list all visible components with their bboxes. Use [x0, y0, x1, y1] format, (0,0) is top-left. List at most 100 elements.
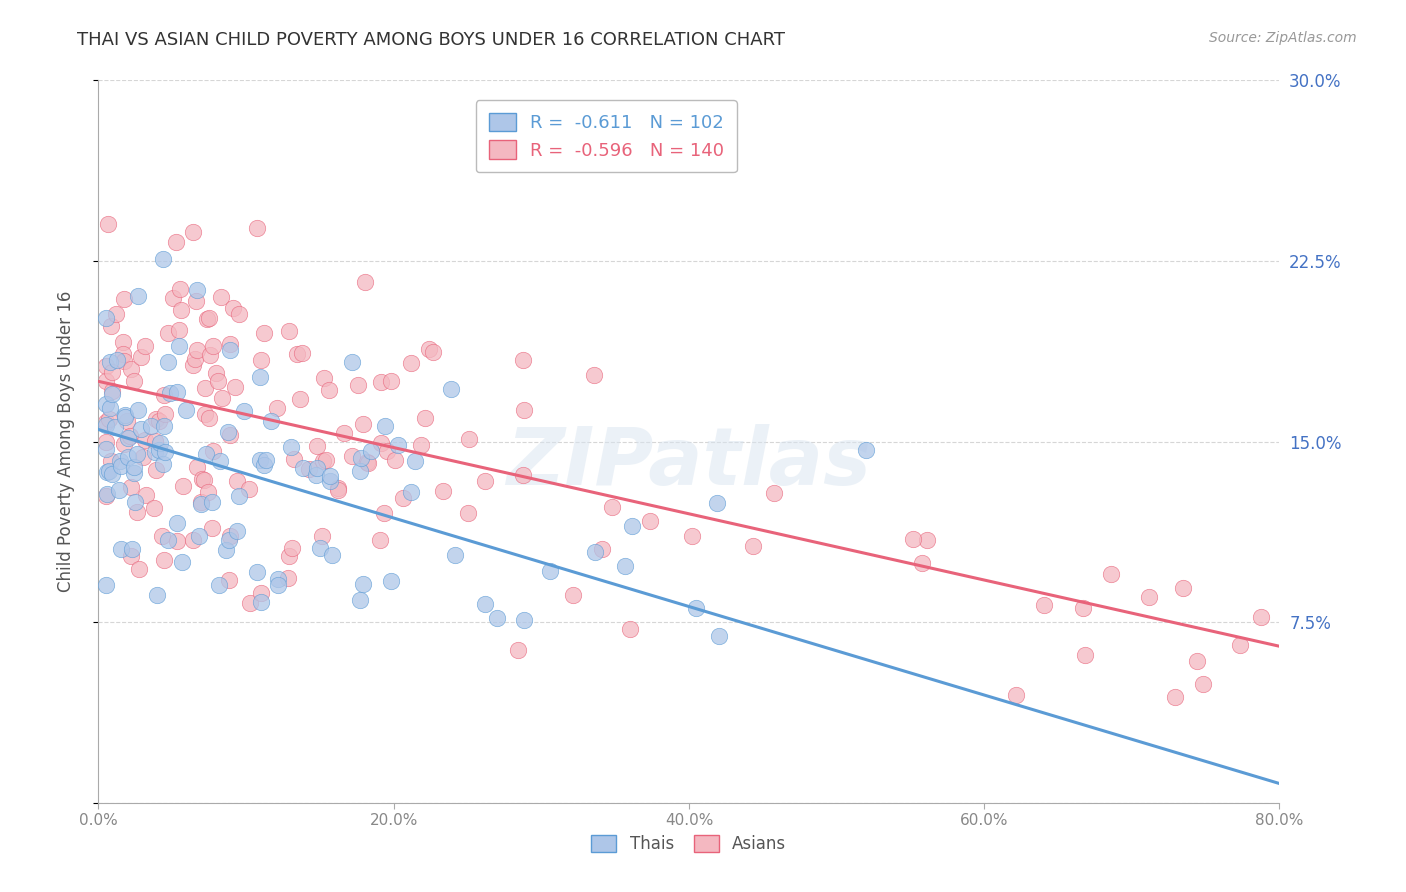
Point	[266, 572, 288, 586]
Point	[474, 474, 496, 488]
Point	[249, 585, 271, 599]
Point	[94, 397, 117, 411]
Point	[277, 571, 299, 585]
Point	[288, 392, 311, 407]
Point	[224, 380, 246, 394]
Point	[100, 454, 122, 468]
Point	[1137, 591, 1160, 605]
Point	[706, 496, 728, 510]
Point	[186, 283, 208, 297]
Point	[184, 352, 207, 367]
Point	[193, 473, 215, 487]
Point	[307, 439, 329, 453]
Point	[152, 252, 174, 266]
Point	[763, 486, 786, 500]
Point	[101, 387, 124, 401]
Point	[513, 402, 536, 417]
Point	[346, 378, 368, 392]
Point	[619, 622, 641, 636]
Point	[254, 452, 277, 467]
Point	[356, 455, 378, 469]
Point	[506, 642, 529, 657]
Point	[486, 611, 509, 625]
Point	[174, 403, 197, 417]
Point	[291, 461, 314, 475]
Point	[283, 451, 305, 466]
Point	[1074, 648, 1097, 662]
Point	[190, 497, 212, 511]
Point	[458, 432, 481, 446]
Point	[910, 557, 932, 571]
Point	[101, 384, 124, 399]
Point	[321, 548, 343, 562]
Point	[312, 454, 335, 468]
Point	[440, 382, 463, 396]
Point	[153, 388, 176, 402]
Point	[117, 450, 139, 464]
Point	[422, 344, 444, 359]
Point	[159, 385, 181, 400]
Point	[360, 443, 382, 458]
Point	[328, 483, 350, 497]
Point	[153, 553, 176, 567]
Point	[474, 597, 496, 611]
Point	[96, 465, 118, 479]
Point	[124, 459, 146, 474]
Point	[101, 467, 124, 482]
Point	[250, 595, 273, 609]
Point	[219, 427, 242, 442]
Point	[208, 578, 231, 592]
Point	[374, 419, 396, 434]
Point	[201, 495, 224, 509]
Point	[120, 362, 142, 376]
Point	[512, 353, 534, 368]
Point	[127, 289, 149, 303]
Point	[110, 542, 132, 557]
Point	[233, 403, 256, 417]
Point	[112, 347, 135, 361]
Point	[104, 420, 127, 434]
Point	[105, 353, 128, 368]
Point	[373, 507, 395, 521]
Point	[380, 574, 402, 588]
Point	[112, 354, 135, 368]
Point	[238, 482, 260, 496]
Point	[104, 307, 127, 321]
Point	[278, 549, 301, 564]
Point	[1171, 581, 1194, 595]
Point	[209, 290, 232, 304]
Point	[145, 462, 167, 476]
Point	[197, 485, 219, 500]
Point	[228, 307, 250, 321]
Point	[167, 323, 190, 337]
Point	[198, 348, 221, 362]
Point	[197, 311, 219, 326]
Point	[143, 434, 166, 449]
Point	[349, 464, 371, 478]
Point	[205, 366, 228, 380]
Point	[94, 435, 117, 450]
Point	[197, 411, 219, 425]
Point	[855, 443, 877, 458]
Point	[115, 414, 138, 428]
Point	[685, 600, 707, 615]
Point	[170, 303, 193, 318]
Point	[218, 337, 240, 351]
Point	[146, 588, 169, 602]
Point	[184, 294, 207, 309]
Point	[591, 541, 613, 556]
Point	[326, 481, 349, 495]
Point	[187, 529, 209, 543]
Point	[201, 521, 224, 535]
Point	[354, 275, 377, 289]
Point	[149, 436, 172, 450]
Point	[583, 368, 606, 382]
Text: ZIPatlas: ZIPatlas	[506, 425, 872, 502]
Point	[742, 539, 765, 553]
Point	[915, 533, 938, 547]
Point	[260, 414, 283, 428]
Point	[218, 574, 240, 588]
Point	[128, 562, 150, 576]
Point	[96, 487, 118, 501]
Point	[267, 578, 290, 592]
